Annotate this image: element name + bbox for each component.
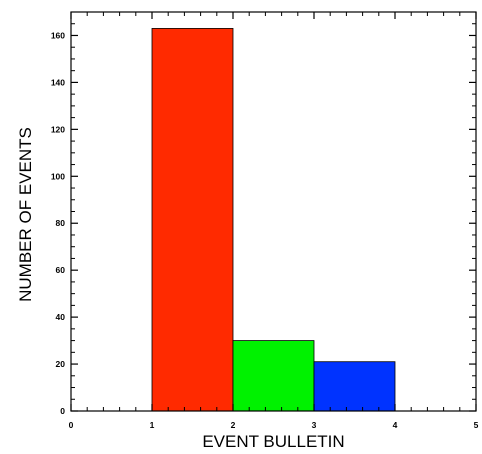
y-tick-label: 120 xyxy=(51,124,65,134)
x-tick-label: 1 xyxy=(150,420,155,430)
y-tick-label: 60 xyxy=(56,265,66,275)
x-tick-label: 4 xyxy=(393,420,398,430)
y-tick-label: 160 xyxy=(51,30,65,40)
y-axis-title: NUMBER OF EVENTS xyxy=(16,127,35,302)
bars xyxy=(151,28,396,412)
x-tick-label: 5 xyxy=(474,420,479,430)
bar-1 xyxy=(151,28,234,412)
tick-labels: 0 1 2 3 4 5 0 20 40 60 80 100 120 140 160 xyxy=(51,30,479,430)
y-tick-label: 40 xyxy=(56,312,66,322)
y-tick-label: 20 xyxy=(56,359,66,369)
y-tick-label: 0 xyxy=(60,406,65,416)
y-tick-label: 100 xyxy=(51,171,65,181)
x-axis-title: EVENT BULLETIN xyxy=(202,432,344,451)
y-tick-label: 80 xyxy=(56,218,66,228)
x-tick-label: 2 xyxy=(231,420,236,430)
bar-2 xyxy=(232,340,315,412)
bar-3 xyxy=(313,361,396,412)
axis-ticks xyxy=(70,11,477,412)
x-tick-label: 0 xyxy=(69,420,74,430)
x-tick-label: 3 xyxy=(312,420,317,430)
y-tick-label: 140 xyxy=(51,77,65,87)
